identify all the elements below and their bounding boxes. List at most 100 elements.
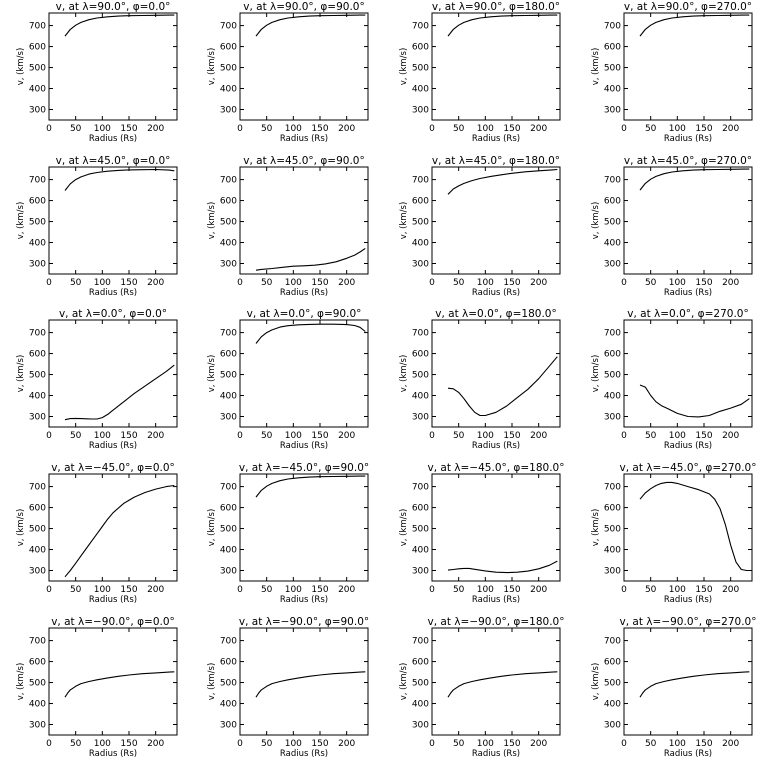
chart-4-x-tick-label: 150 [695, 124, 712, 134]
chart-12-y-tick-label: 600 [604, 350, 621, 360]
chart-4-series-line [639, 14, 750, 37]
chart-3-xlabel: Radius (Rs) [472, 134, 520, 144]
chart-16-frame [623, 473, 753, 582]
chart-14-x-tick-label: 100 [285, 585, 302, 595]
chart-5-x-tick-label: 0 [46, 278, 52, 288]
chart-11-y-tick-label: 700 [412, 329, 429, 339]
chart-12-series-line [639, 384, 750, 418]
chart-14-x-tick-label: 200 [338, 585, 355, 595]
chart-4-title: v, at λ=90.0°, φ=270.0° [624, 1, 752, 13]
chart-14: v, at λ=−45.0°, φ=90.0° 0 50 100 150 200 300 40… [207, 462, 369, 605]
chart-3: v, at λ=90.0°, φ=180.0° 0 50 100 150 200 300 40… [399, 1, 561, 144]
chart-5-y-tick-label: 500 [29, 218, 46, 228]
chart-20: v, at λ=−90.0°, φ=270.0° 0 50 100 150 200 300 4… [591, 616, 756, 759]
chart-5-y-tick-label: 700 [29, 176, 46, 186]
chart-10-y-tick-label: 700 [220, 329, 237, 339]
chart-15-x-tick-label: 100 [477, 585, 494, 595]
chart-16-series-line [639, 481, 750, 572]
chart-11-x-tick-label: 50 [453, 431, 465, 441]
chart-12-x-tick-label: 100 [669, 431, 686, 441]
chart-8-title: v, at λ=45.0°, φ=270.0° [624, 155, 752, 167]
chart-12-ylabel: v, (km/s) [591, 355, 601, 393]
chart-1-y-tick-label: 600 [29, 43, 46, 53]
chart-15-y-tick-label: 600 [412, 504, 429, 514]
chart-11-frame [431, 319, 561, 428]
chart-17-frame [48, 627, 178, 736]
chart-5-y-tick-label: 600 [29, 197, 46, 207]
chart-13-y-tick-label: 400 [29, 546, 46, 556]
chart-19-y-tick-label: 500 [412, 679, 429, 689]
chart-11-y-tick-label: 300 [412, 413, 429, 423]
chart-18-y-tick-label: 700 [220, 637, 237, 647]
chart-2-series-line [255, 14, 366, 37]
chart-11-x-tick-label: 100 [477, 431, 494, 441]
chart-1-series-line [64, 14, 175, 37]
chart-18: v, at λ=−90.0°, φ=90.0° 0 50 100 150 200 300 40… [207, 616, 369, 759]
chart-19-x-tick-label: 100 [477, 739, 494, 749]
chart-14-y-tick-label: 300 [220, 567, 237, 577]
chart-7-y-tick-label: 400 [412, 239, 429, 249]
chart-7-x-tick-label: 200 [530, 278, 547, 288]
chart-16: v, at λ=−45.0°, φ=270.0° 0 50 100 150 200 300 4… [591, 462, 756, 605]
chart-17-series-line [64, 671, 175, 698]
chart-18-y-tick-label: 600 [220, 658, 237, 668]
chart-15-xlabel: Radius (Rs) [472, 595, 520, 605]
chart-13-y-tick-label: 600 [29, 504, 46, 514]
chart-14-y-tick-label: 600 [220, 504, 237, 514]
chart-12-xlabel: Radius (Rs) [664, 441, 712, 451]
chart-20-x-tick-label: 150 [695, 739, 712, 749]
chart-2-ylabel: v, (km/s) [207, 48, 217, 86]
chart-12-y-tick-label: 700 [604, 329, 621, 339]
chart-3-frame [431, 12, 561, 121]
chart-12-y-tick-label: 500 [604, 371, 621, 381]
chart-6-xlabel: Radius (Rs) [280, 288, 328, 298]
chart-5-x-tick-label: 200 [147, 278, 164, 288]
chart-1-y-tick-label: 700 [29, 22, 46, 32]
chart-19-frame [431, 627, 561, 736]
chart-19-xlabel: Radius (Rs) [472, 749, 520, 759]
chart-2-x-tick-label: 100 [285, 124, 302, 134]
chart-8-xlabel: Radius (Rs) [664, 288, 712, 298]
chart-11: v, at λ=0.0°, φ=180.0° 0 50 100 150 200 300 400… [399, 308, 561, 451]
chart-15: v, at λ=−45.0°, φ=180.0° 0 50 100 150 200 300 4… [399, 462, 564, 605]
chart-17-y-tick-label: 300 [29, 721, 46, 731]
chart-19-x-tick-label: 50 [453, 739, 465, 749]
chart-5: v, at λ=45.0°, φ=0.0° 0 50 100 150 200 300 400 5… [16, 155, 178, 298]
chart-10-series-line [255, 323, 366, 344]
chart-20-y-tick-label: 600 [604, 658, 621, 668]
chart-13-frame [48, 473, 178, 582]
chart-1-title: v, at λ=90.0°, φ=0.0° [56, 1, 171, 13]
chart-5-y-tick-label: 300 [29, 260, 46, 270]
chart-20-series-line [639, 671, 750, 698]
chart-18-x-tick-label: 100 [285, 739, 302, 749]
chart-11-series-line [447, 356, 558, 417]
chart-10-y-tick-label: 500 [220, 371, 237, 381]
chart-5-frame [48, 166, 178, 275]
chart-2-title: v, at λ=90.0°, φ=90.0° [243, 1, 364, 13]
chart-7-x-tick-label: 150 [503, 278, 520, 288]
chart-8-y-tick-label: 400 [604, 239, 621, 249]
chart-9-x-tick-label: 50 [70, 431, 82, 441]
chart-16-y-tick-label: 300 [604, 567, 621, 577]
chart-3-ylabel: v, (km/s) [399, 48, 409, 86]
chart-7-y-tick-label: 600 [412, 197, 429, 207]
chart-15-y-tick-label: 300 [412, 567, 429, 577]
chart-9-y-tick-label: 300 [29, 413, 46, 423]
chart-20-x-tick-label: 50 [645, 739, 657, 749]
chart-14-frame [239, 473, 369, 582]
chart-1-ylabel: v, (km/s) [16, 48, 26, 86]
chart-13: v, at λ=−45.0°, φ=0.0° 0 50 100 150 200 300 400… [16, 462, 178, 605]
chart-20-title: v, at λ=−90.0°, φ=270.0° [620, 616, 757, 628]
chart-16-x-tick-label: 100 [669, 585, 686, 595]
chart-7-x-tick-label: 100 [477, 278, 494, 288]
chart-10-xlabel: Radius (Rs) [280, 441, 328, 451]
chart-16-y-tick-label: 700 [604, 483, 621, 493]
chart-7-x-tick-label: 0 [429, 278, 435, 288]
chart-17-y-tick-label: 400 [29, 700, 46, 710]
chart-15-y-tick-label: 400 [412, 546, 429, 556]
chart-6-x-tick-label: 0 [237, 278, 243, 288]
chart-14-x-tick-label: 50 [261, 585, 273, 595]
chart-3-y-tick-label: 700 [412, 22, 429, 32]
chart-10-y-tick-label: 600 [220, 350, 237, 360]
chart-1: v, at λ=90.0°, φ=0.0° 0 50 100 150 200 300 400 5… [16, 1, 178, 144]
